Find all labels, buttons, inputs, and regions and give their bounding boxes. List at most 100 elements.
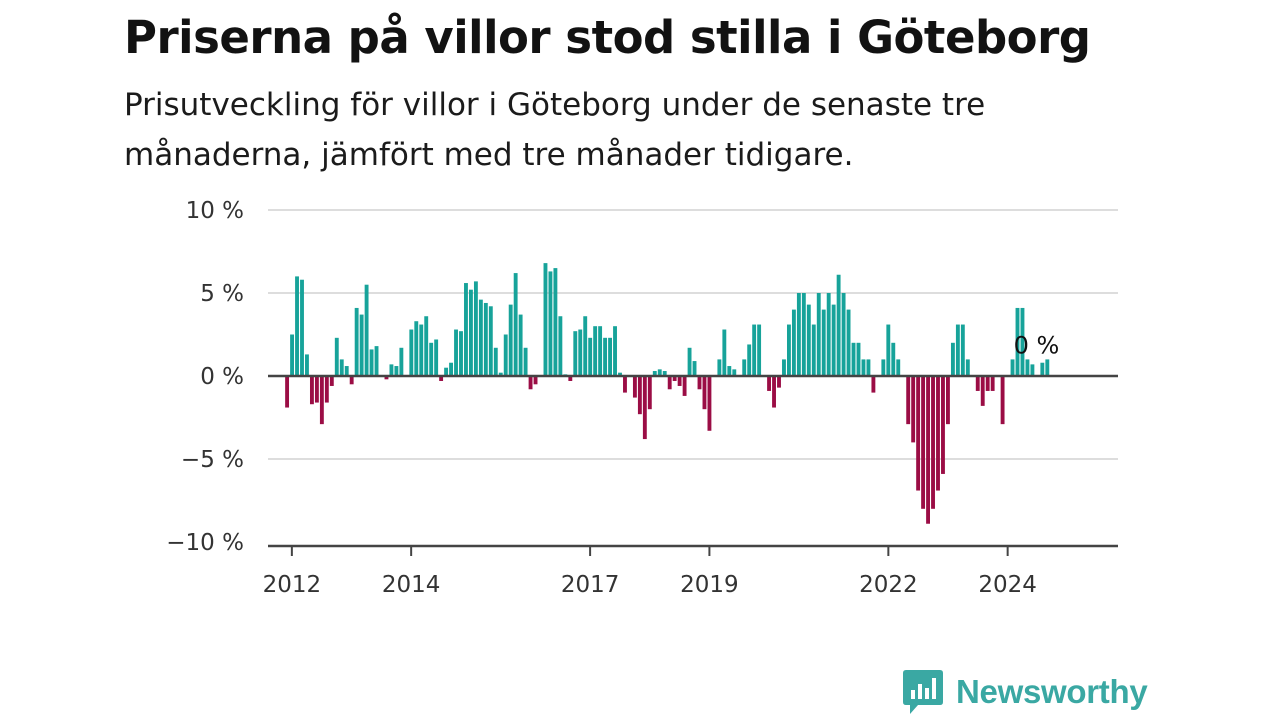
- bar: [414, 321, 419, 376]
- bar: [394, 366, 399, 376]
- bar: [722, 329, 727, 376]
- bar: [652, 371, 657, 376]
- y-tick-label: −10 %: [166, 530, 244, 556]
- bar: [583, 316, 588, 376]
- bar: [911, 376, 916, 443]
- bar: [285, 376, 290, 408]
- bar: [603, 337, 608, 376]
- last-value-label: 0 %: [1014, 331, 1060, 359]
- bar: [618, 372, 622, 376]
- bar: [692, 361, 697, 376]
- x-tick-label: 2017: [561, 572, 620, 598]
- bar: [861, 359, 866, 376]
- chart-subtitle: Prisutveckling för villor i Göteborg und…: [124, 87, 986, 173]
- bar: [732, 369, 737, 376]
- bar: [647, 376, 652, 410]
- bar: [349, 376, 354, 385]
- labels: 10 % 5 % 0 % −5 % −10 % 2012 2014 2017 2019 2022 2…: [166, 198, 1059, 598]
- bar: [419, 324, 424, 376]
- bar: [891, 342, 896, 376]
- bar: [473, 281, 478, 376]
- bar: [503, 334, 508, 376]
- bar: [543, 263, 548, 376]
- bar: [399, 347, 404, 376]
- bar: [642, 376, 647, 440]
- bar: [682, 376, 687, 396]
- bar: [916, 376, 921, 491]
- bar: [1025, 359, 1030, 376]
- bar: [518, 314, 523, 376]
- bar: [493, 347, 498, 376]
- bar: [931, 376, 935, 509]
- bar: [697, 376, 702, 390]
- gridlines: [268, 209, 1118, 460]
- bar: [975, 376, 980, 391]
- bar: [454, 329, 458, 376]
- bar: [305, 354, 309, 376]
- bar: [434, 339, 439, 376]
- bar: [752, 324, 757, 376]
- bar: [707, 376, 712, 431]
- bar: [424, 316, 429, 376]
- bars: [285, 263, 1050, 524]
- bar: [324, 376, 329, 403]
- bar: [836, 274, 841, 376]
- bar: [941, 376, 945, 474]
- bar: [950, 342, 955, 376]
- bar: [329, 376, 334, 386]
- bar: [290, 334, 294, 376]
- y-tick-label: −5 %: [181, 447, 244, 473]
- bar: [965, 359, 970, 376]
- bar: [747, 344, 752, 376]
- bar: [955, 324, 960, 376]
- bar: [767, 376, 771, 391]
- bar: [558, 316, 563, 376]
- x-tick-label: 2019: [680, 572, 739, 598]
- bar: [866, 359, 871, 376]
- bar: [409, 329, 414, 376]
- bar: [459, 331, 463, 376]
- bar: [886, 324, 891, 376]
- bar: [364, 284, 369, 376]
- bar: [791, 309, 796, 376]
- bar: [369, 349, 374, 376]
- bar: [796, 293, 801, 376]
- bar: [677, 376, 682, 386]
- bar: [1010, 359, 1015, 376]
- bar: [478, 299, 483, 376]
- brand-logo: Newsworthy: [902, 670, 1148, 714]
- bar: [632, 376, 637, 398]
- bar: [483, 302, 488, 376]
- bar: [573, 331, 578, 376]
- y-tick-label: 0 %: [200, 364, 244, 390]
- bar: [1030, 364, 1035, 376]
- bar: [344, 366, 349, 376]
- bar: [687, 347, 692, 376]
- bar: [300, 279, 304, 376]
- bar: [568, 376, 573, 381]
- bar: [777, 376, 781, 388]
- bar: [319, 376, 324, 425]
- bar: [772, 376, 776, 408]
- bar: [578, 329, 583, 376]
- bar: [782, 359, 786, 376]
- brand-name: Newsworthy: [956, 673, 1148, 710]
- bar: [354, 307, 359, 376]
- bar: [662, 371, 667, 376]
- bar: [588, 337, 593, 376]
- bar: [334, 337, 339, 376]
- bar: [921, 376, 926, 509]
- bar: [926, 376, 930, 524]
- bar: [657, 369, 662, 376]
- x-tick-label: 2022: [859, 572, 918, 598]
- bar: [841, 293, 846, 376]
- bar: [846, 309, 851, 376]
- bar: [742, 359, 747, 376]
- bar: [960, 324, 965, 376]
- bar: [871, 376, 876, 393]
- bar: [384, 376, 389, 380]
- axes: [268, 374, 1118, 556]
- bar: [851, 342, 856, 376]
- x-tick-label: 2014: [382, 572, 441, 598]
